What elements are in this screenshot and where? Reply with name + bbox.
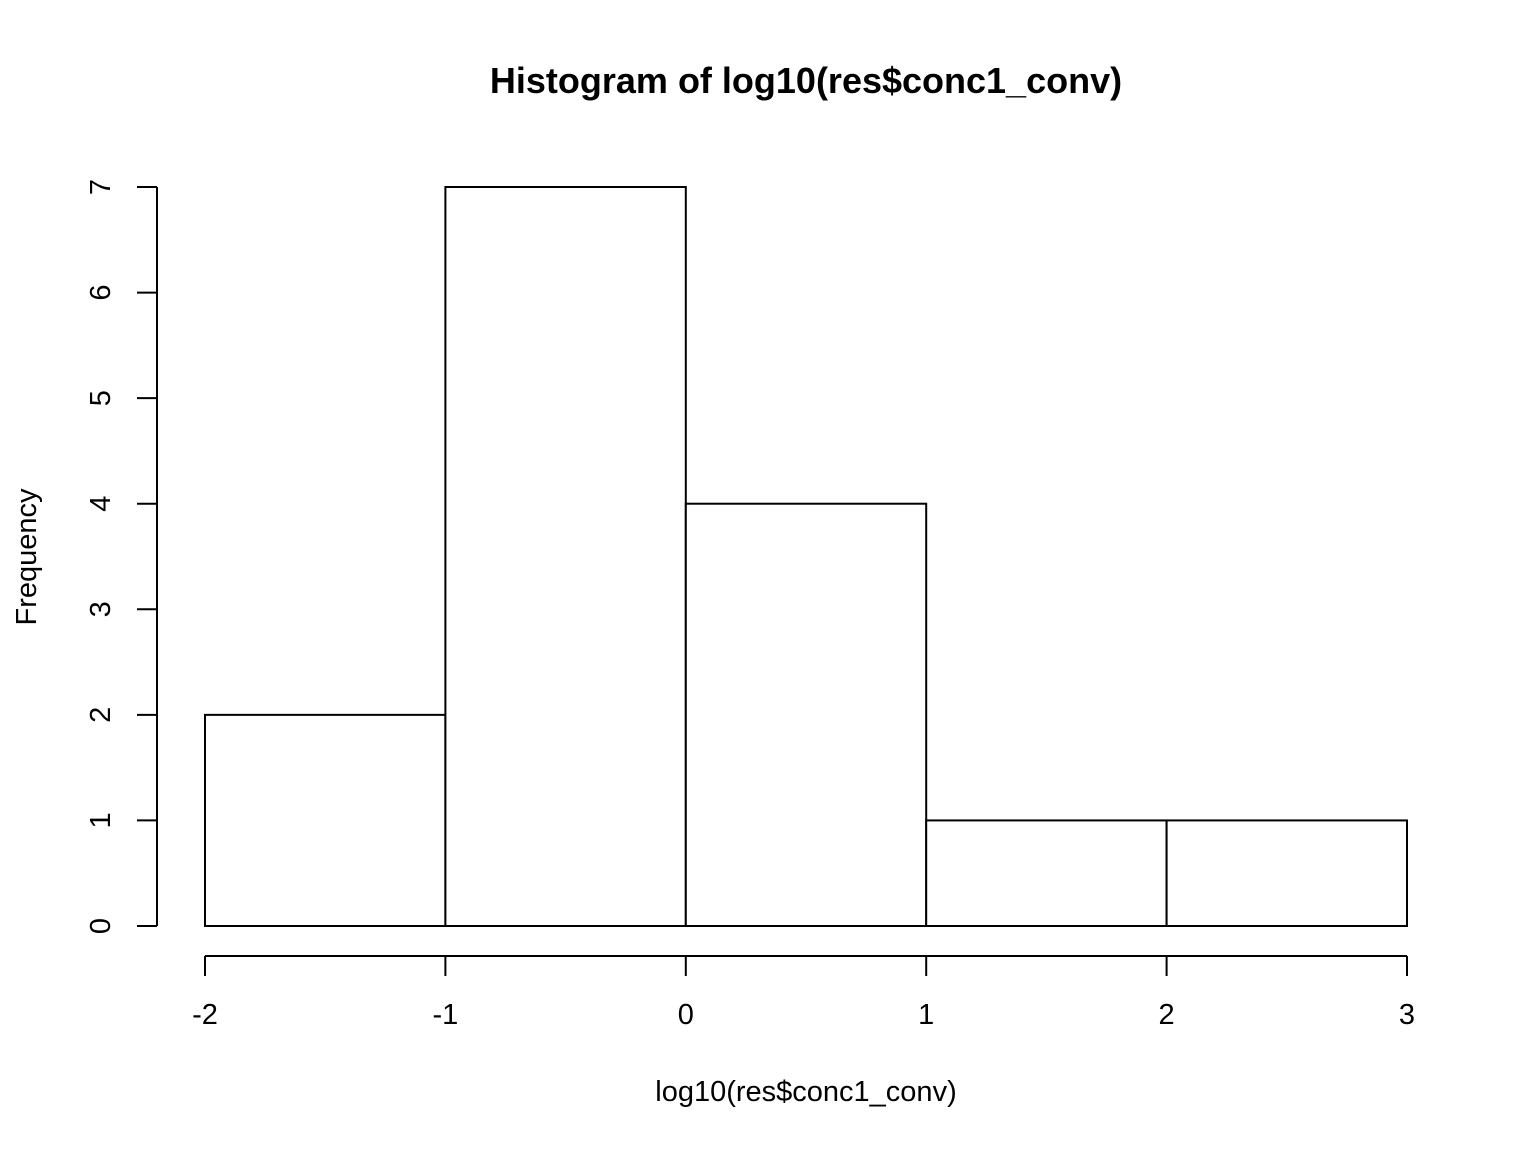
y-tick-label-1: 1 bbox=[85, 812, 117, 828]
y-axis-label: Frequency bbox=[11, 488, 43, 626]
y-tick-label-2: 2 bbox=[85, 707, 117, 723]
histogram-bar-3 bbox=[925, 819, 1168, 928]
x-tick-label-4: 2 bbox=[1159, 999, 1175, 1031]
x-tick-label-1: -1 bbox=[433, 999, 459, 1031]
y-tick-label-7: 7 bbox=[85, 179, 117, 195]
histogram-bar-1 bbox=[444, 186, 687, 927]
x-tick-label-0: -2 bbox=[192, 999, 218, 1031]
x-tick-label-2: 0 bbox=[678, 999, 694, 1031]
histogram-bar-0 bbox=[204, 713, 447, 927]
y-axis: 0 1 2 3 4 5 6 7 bbox=[85, 179, 158, 934]
histogram-bar-4 bbox=[1165, 819, 1408, 928]
y-tick-label-6: 6 bbox=[85, 285, 117, 301]
x-tick-label-5: 3 bbox=[1399, 999, 1415, 1031]
y-tick-label-3: 3 bbox=[85, 601, 117, 617]
x-axis-label: log10(res$conc1_conv) bbox=[655, 1076, 956, 1108]
y-tick-label-4: 4 bbox=[85, 496, 117, 512]
y-tick-label-0: 0 bbox=[85, 918, 117, 934]
x-axis: -2 -1 0 1 2 3 bbox=[192, 955, 1415, 1031]
x-tick-label-3: 1 bbox=[918, 999, 934, 1031]
y-tick-label-5: 5 bbox=[85, 390, 117, 406]
chart-title: Histogram of log10(res$conc1_conv) bbox=[490, 60, 1122, 101]
histogram-bar-2 bbox=[684, 502, 928, 927]
bars-group bbox=[204, 186, 1408, 928]
